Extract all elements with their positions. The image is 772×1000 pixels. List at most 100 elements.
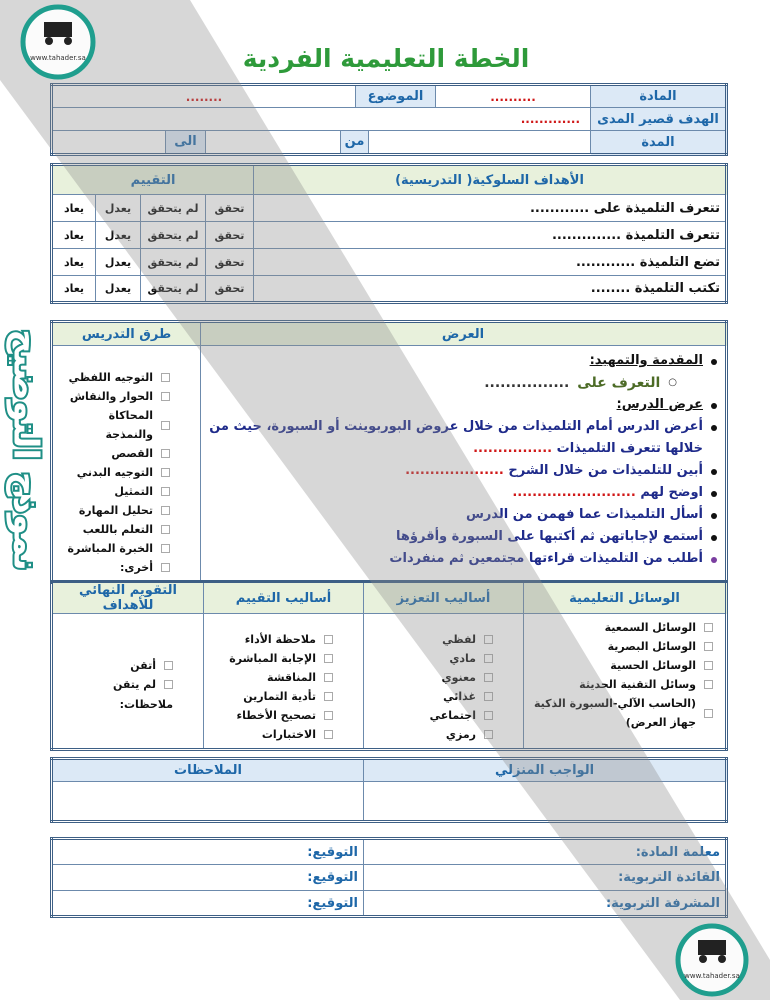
checkbox[interactable]	[161, 392, 170, 401]
objective-text: تضع التلميذة ............	[253, 248, 727, 276]
checkbox-label: الإجابة المباشرة	[229, 652, 316, 665]
checkbox[interactable]	[704, 623, 713, 632]
goal-value[interactable]: .............	[51, 107, 591, 131]
checkbox[interactable]	[484, 711, 493, 720]
eval-not-achieved[interactable]: لم يتحقق	[140, 248, 206, 276]
topic-label: الموضوع	[355, 84, 436, 108]
checkbox[interactable]	[161, 563, 170, 572]
step-dots: ....................	[405, 463, 504, 478]
eval-repeat[interactable]: يعاد	[51, 194, 96, 222]
eval-modify[interactable]: يعدل	[95, 275, 141, 303]
method-item[interactable]: التوجيه البدني	[58, 463, 170, 482]
checkbox[interactable]	[704, 642, 713, 651]
checkbox-label: تصحيح الأخطاء	[236, 709, 316, 722]
checkbox[interactable]	[484, 654, 493, 663]
checkbox[interactable]	[164, 660, 173, 670]
final-eval-item[interactable]: أتقن	[58, 656, 173, 675]
checkbox[interactable]	[484, 635, 493, 644]
checkbox[interactable]	[161, 373, 170, 382]
checkbox[interactable]	[484, 692, 493, 701]
eval-not-achieved[interactable]: لم يتحقق	[140, 194, 206, 222]
aid-item[interactable]: (الحاسب الآلي-السبورة الذكية جهاز العرض)	[529, 694, 713, 732]
reinforcement-item[interactable]: اجتماعي	[369, 706, 493, 725]
eval-modify[interactable]: يعدل	[95, 194, 141, 222]
eval-repeat[interactable]: يعاد	[51, 248, 96, 276]
to-field[interactable]	[205, 131, 340, 153]
checkbox[interactable]	[324, 635, 333, 644]
aid-item[interactable]: الوسائل السمعية	[529, 618, 713, 637]
checkbox[interactable]	[324, 711, 333, 720]
signature-field[interactable]: التوقيع:	[51, 864, 364, 891]
circle-bullet-icon: ○	[668, 377, 677, 388]
assessment-item[interactable]: تصحيح الأخطاء	[209, 706, 333, 725]
checkbox[interactable]	[324, 673, 333, 682]
reinforcement-item[interactable]: لفظي	[369, 630, 493, 649]
bullet-icon	[711, 403, 717, 409]
assessment-item[interactable]: الإجابة المباشرة	[209, 649, 333, 668]
eval-not-achieved[interactable]: لم يتحقق	[140, 221, 206, 249]
presentation-header: العرض	[200, 321, 727, 346]
assessment-item[interactable]: تأدية التمارين	[209, 687, 333, 706]
eval-achieved[interactable]: تحقق	[205, 248, 254, 276]
checkbox-label: وسائل التقنية الحديثة	[579, 678, 696, 691]
checkbox[interactable]	[324, 692, 333, 701]
checkbox[interactable]	[704, 708, 713, 718]
method-item[interactable]: التوجيه اللفظي	[58, 368, 170, 387]
checkbox-label: (الحاسب الآلي-السبورة الذكية جهاز العرض)	[533, 697, 696, 729]
method-item[interactable]: المحاكاة والنمذجة	[58, 406, 170, 444]
topic-value[interactable]: ........	[51, 84, 356, 108]
aid-item[interactable]: الوسائل البصرية	[529, 637, 713, 656]
checkbox[interactable]	[704, 680, 713, 689]
eval-achieved[interactable]: تحقق	[205, 194, 254, 222]
signature-field[interactable]: التوقيع:	[51, 838, 364, 865]
step-text-content: اوضح لهم	[640, 485, 703, 500]
notes-field[interactable]	[51, 781, 364, 822]
method-item[interactable]: أخرى:	[58, 558, 170, 577]
eval-modify[interactable]: يعدل	[95, 221, 141, 249]
checkbox[interactable]	[164, 679, 173, 689]
assessment-item[interactable]: ملاحظة الأداء	[209, 630, 333, 649]
method-item[interactable]: القصص	[58, 444, 170, 463]
checkbox[interactable]	[704, 661, 713, 670]
reinforcement-item[interactable]: غذائي	[369, 687, 493, 706]
eval-not-achieved[interactable]: لم يتحقق	[140, 275, 206, 303]
checkbox-label: أخرى:	[119, 561, 153, 574]
checkbox[interactable]	[324, 654, 333, 663]
eval-achieved[interactable]: تحقق	[205, 221, 254, 249]
checkbox-label: اجتماعي	[429, 709, 476, 722]
checkbox[interactable]	[484, 673, 493, 682]
subject-value[interactable]: ..........	[435, 84, 591, 108]
checkbox[interactable]	[161, 506, 170, 515]
checkbox[interactable]	[161, 420, 170, 430]
eval-repeat[interactable]: يعاد	[51, 221, 96, 249]
eval-modify[interactable]: يعدل	[95, 248, 141, 276]
reinforcement-item[interactable]: معنوي	[369, 668, 493, 687]
reinforcement-item[interactable]: رمزي	[369, 725, 493, 744]
aid-item[interactable]: وسائل التقنية الحديثة	[529, 675, 713, 694]
checkbox[interactable]	[161, 525, 170, 534]
checkbox[interactable]	[161, 449, 170, 458]
method-item[interactable]: الحوار والنقاش	[58, 387, 170, 406]
method-item[interactable]: تحليل المهارة	[58, 501, 170, 520]
from-field[interactable]	[368, 131, 590, 153]
checkbox[interactable]	[161, 544, 170, 553]
aids-list: الوسائل السمعية الوسائل البصرية الوسائل ال…	[529, 614, 713, 736]
assessment-item[interactable]: الاختبارات	[209, 725, 333, 744]
reinforcement-item[interactable]: مادي	[369, 649, 493, 668]
assessment-item[interactable]: المناقشة	[209, 668, 333, 687]
checkbox[interactable]	[324, 730, 333, 739]
step-text: أعرض الدرس أمام التلميذات من خلال عروض ا…	[205, 416, 703, 460]
method-item[interactable]: التعلم باللعب	[58, 520, 170, 539]
eval-achieved[interactable]: تحقق	[205, 275, 254, 303]
duration-extra[interactable]	[53, 131, 165, 153]
method-item[interactable]: التمثيل	[58, 482, 170, 501]
checkbox[interactable]	[161, 487, 170, 496]
eval-repeat[interactable]: يعاد	[51, 275, 96, 303]
signature-field[interactable]: التوقيع:	[51, 890, 364, 917]
final-eval-item[interactable]: لم يتقن	[58, 675, 173, 694]
checkbox[interactable]	[484, 730, 493, 739]
method-item[interactable]: الخبرة المباشرة	[58, 539, 170, 558]
checkbox[interactable]	[161, 468, 170, 477]
aid-item[interactable]: الوسائل الحسية	[529, 656, 713, 675]
homework-field[interactable]	[363, 781, 727, 822]
